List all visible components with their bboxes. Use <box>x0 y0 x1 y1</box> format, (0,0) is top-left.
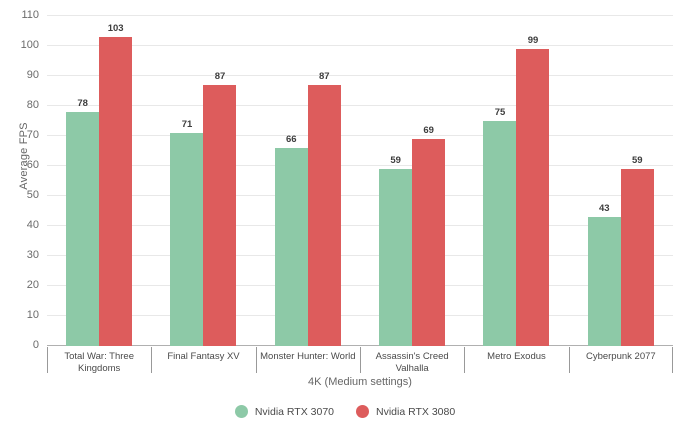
bar-group: 71 87 <box>151 16 255 346</box>
bar-value-label: 87 <box>214 71 226 82</box>
bars-layer: 78 103 71 87 66 87 59 69 75 99 43 59 <box>47 16 673 346</box>
category-separator-tick <box>151 347 153 373</box>
y-tick-label: 90 <box>26 69 39 81</box>
category-label: Monster Hunter: World <box>260 351 356 362</box>
gridline: 100 <box>21 39 673 51</box>
category-separator-tick <box>568 347 570 373</box>
bar: 43 <box>587 203 621 346</box>
y-tick-label: 100 <box>20 39 39 51</box>
category-label: Metro Exodus <box>487 351 546 362</box>
category-separator-tick <box>255 347 257 373</box>
bar-value-label: 69 <box>423 125 434 136</box>
legend-item[interactable]: Nvidia RTX 3080 <box>356 405 455 418</box>
category-label: Cyberpunk 2077 <box>585 351 656 362</box>
category-separator-tick <box>464 347 466 373</box>
y-tick-label: 70 <box>26 129 39 141</box>
bar: 66 <box>274 134 308 346</box>
bar-group: 59 69 <box>360 16 464 346</box>
legend-swatch-circle-icon <box>356 405 369 418</box>
bar-pair: 75 99 <box>483 16 550 346</box>
bar: 99 <box>516 35 550 346</box>
category-label-cell: Cyberpunk 2077 <box>569 347 673 381</box>
legend-swatch-circle-icon <box>234 405 248 418</box>
category-separator-tick <box>672 347 673 373</box>
bar: 59 <box>620 155 654 346</box>
gridline: 60 <box>27 159 673 171</box>
category-label: Final Fantasy XV <box>167 351 240 362</box>
gridline: 80 <box>27 99 673 111</box>
legend-label: Nvidia RTX 3070 <box>254 405 334 418</box>
bar-pair: 66 87 <box>274 16 341 346</box>
y-tick-label: 20 <box>26 279 39 291</box>
gridline: 10 <box>27 309 673 321</box>
legend-label: Nvidia RTX 3080 <box>376 405 456 418</box>
bar-group: 75 99 <box>464 16 568 346</box>
bar: 59 <box>379 155 413 346</box>
gridline: 20 <box>27 279 673 291</box>
category-label-cell: Metro Exodus <box>464 347 568 381</box>
legend-item[interactable]: Nvidia RTX 3070 <box>234 405 334 418</box>
bar: 69 <box>412 125 446 346</box>
y-tick-label: 110 <box>21 9 39 21</box>
bar-group: 78 103 <box>47 16 151 346</box>
gridline: 110 <box>21 9 673 21</box>
category-label-cell: Final Fantasy XV <box>151 347 255 381</box>
legend: Nvidia RTX 3070 Nvidia RTX 3080 <box>0 405 690 418</box>
gridline: 40 <box>27 219 673 231</box>
category-separator-tick <box>360 347 361 373</box>
axis-baseline: 0 <box>33 339 673 351</box>
category-axis: Total War: Three Kingdoms Final Fantasy X… <box>47 347 673 381</box>
category-separator-tick <box>47 347 48 373</box>
category-label-cell: Monster Hunter: World <box>256 347 360 381</box>
y-tick-label: 0 <box>32 339 39 351</box>
gridline: 70 <box>27 129 673 141</box>
bar-group: 43 59 <box>569 16 673 346</box>
y-tick-label: 10 <box>26 309 39 321</box>
bar: 87 <box>307 71 341 346</box>
gridline: 30 <box>27 249 673 261</box>
y-tick-label: 30 <box>26 249 39 261</box>
bar: 103 <box>99 23 133 346</box>
bar-value-label: 99 <box>527 35 539 46</box>
bar-value-label: 103 <box>107 23 124 34</box>
category-label: Assassin's Creed Valhalla <box>375 351 449 374</box>
bar: 71 <box>170 119 204 346</box>
y-tick-label: 60 <box>26 159 39 171</box>
category-label-cell: Total War: Three Kingdoms <box>47 347 151 381</box>
plot-area: 0 10 20 30 40 50 60 70 80 90 100 110 78 103 71 87 66 87 5… <box>21 9 673 351</box>
bar-value-label: 43 <box>599 203 610 214</box>
gridline: 50 <box>27 189 673 201</box>
category-label-cell: Assassin's Creed Valhalla <box>360 347 464 381</box>
bar: 87 <box>203 71 237 346</box>
bar-value-label: 78 <box>77 98 88 109</box>
bar-value-label: 59 <box>632 155 643 166</box>
bar-value-label: 59 <box>390 155 401 166</box>
y-tick-label: 80 <box>26 99 39 111</box>
x-axis-title: 4K (Medium settings) <box>308 376 412 388</box>
bar-pair: 43 59 <box>587 16 654 346</box>
bar-value-label: 75 <box>494 107 506 118</box>
bar-value-label: 71 <box>181 119 193 130</box>
y-tick-label: 50 <box>26 189 39 201</box>
bar: 78 <box>66 98 100 346</box>
bar-group: 66 87 <box>256 16 360 346</box>
bar-value-label: 66 <box>286 134 297 145</box>
bar-pair: 71 87 <box>170 16 237 346</box>
bar-value-label: 87 <box>319 71 330 82</box>
bar: 75 <box>483 107 517 346</box>
bar-pair: 78 103 <box>66 16 133 346</box>
gridline: 90 <box>27 69 673 81</box>
category-label: Total War: Three Kingdoms <box>64 351 135 374</box>
y-tick-label: 40 <box>26 219 39 231</box>
bar-pair: 59 69 <box>379 16 446 346</box>
